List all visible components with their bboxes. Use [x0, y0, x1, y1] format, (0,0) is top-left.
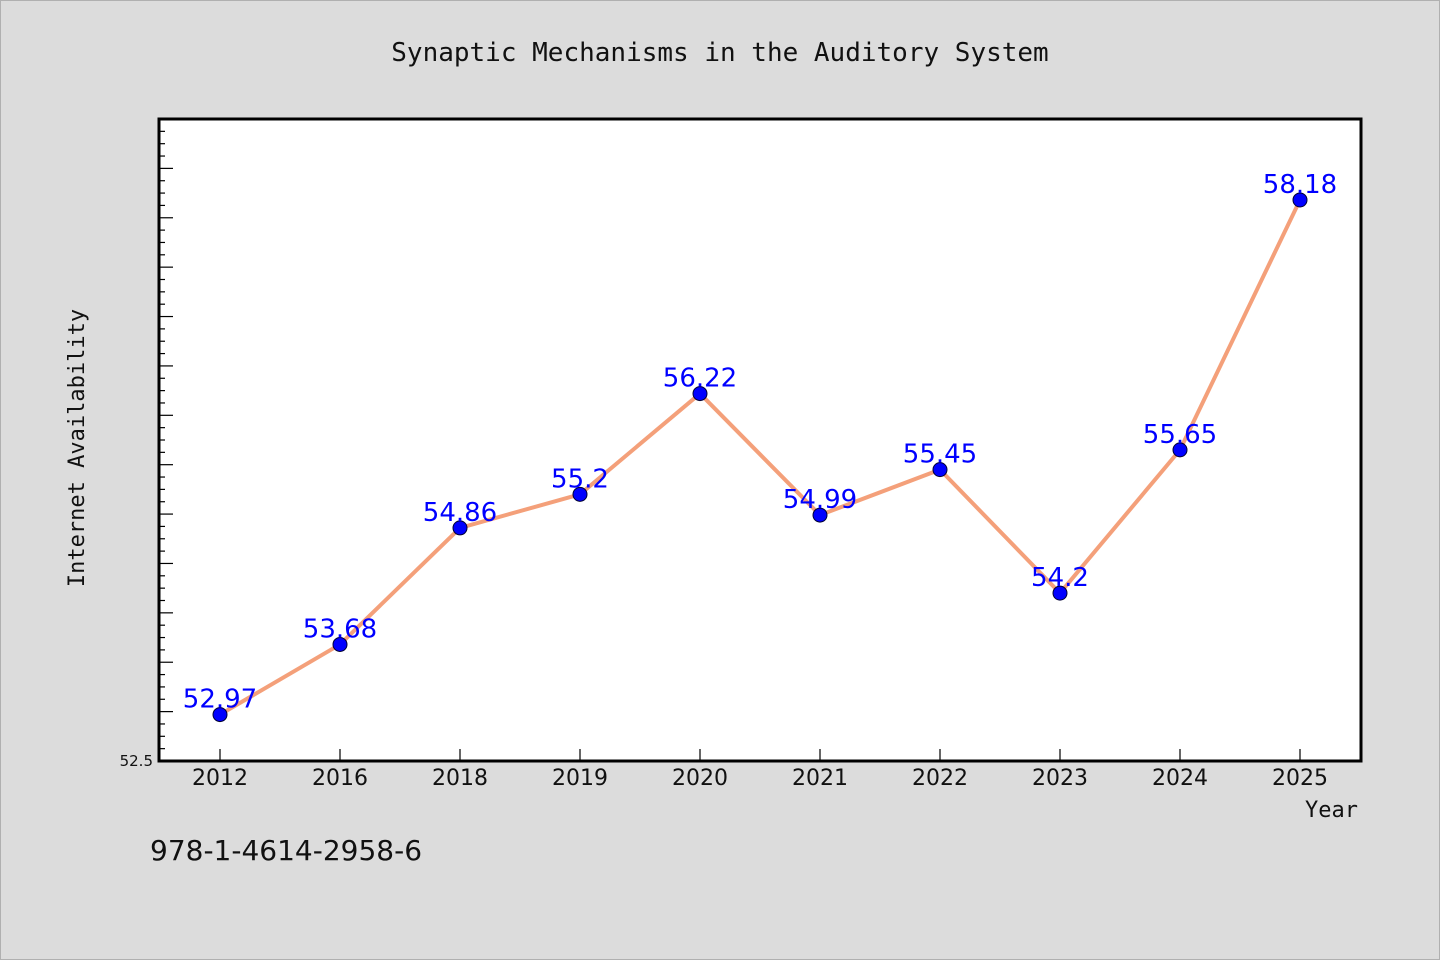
- data-label: 56.22: [663, 364, 737, 394]
- x-tick-label: 2012: [192, 766, 248, 791]
- x-tick-label: 2025: [1272, 766, 1328, 791]
- data-label: 52.97: [183, 685, 257, 715]
- data-point: [332, 636, 348, 652]
- x-tick-label: 2020: [672, 766, 728, 791]
- data-label: 54.2: [1031, 563, 1089, 593]
- y-axis-ticks: 52.5: [120, 118, 173, 770]
- x-tick-label: 2021: [792, 766, 848, 791]
- x-tick-label: 2019: [552, 766, 608, 791]
- x-tick-label: 2022: [912, 766, 968, 791]
- x-axis-ticks: 2012 2016 2018 2019 2020 2021 2022 2023 2024 2025: [192, 749, 1328, 791]
- x-tick-label: 2023: [1032, 766, 1088, 791]
- data-label: 58.18: [1263, 170, 1337, 200]
- data-labels: 52.97 53.68 54.86 55.2 56.22 54.99 55.45 54.2 55…: [183, 170, 1337, 715]
- chart-title: Synaptic Mechanisms in the Auditory Syst…: [391, 38, 1048, 68]
- data-point: [932, 462, 948, 478]
- x-axis-label: Year: [1305, 798, 1358, 823]
- data-label: 55.2: [551, 464, 609, 494]
- x-tick-label: 2024: [1152, 766, 1208, 791]
- data-point: [1052, 585, 1068, 601]
- y-tick-label: 52.5: [120, 752, 153, 770]
- isbn-footnote: 978-1-4614-2958-6: [150, 834, 423, 867]
- data-point: [452, 520, 468, 536]
- plot-area: [157, 117, 1363, 763]
- data-label: 55.45: [903, 440, 977, 470]
- data-point: [812, 507, 828, 523]
- data-point: [572, 486, 588, 502]
- data-point: [212, 707, 228, 723]
- data-point: [692, 386, 708, 402]
- data-label: 54.86: [423, 498, 497, 528]
- series-line-group: [218, 199, 1302, 717]
- data-label: 55.65: [1143, 420, 1217, 450]
- y-axis-label: Internet Availability: [65, 309, 90, 587]
- data-label: 53.68: [303, 614, 377, 644]
- series-line: [218, 199, 1302, 717]
- data-point: [1292, 192, 1308, 208]
- data-point: [1172, 442, 1188, 458]
- data-markers: [212, 192, 1308, 723]
- x-tick-label: 2018: [432, 766, 488, 791]
- x-tick-label: 2016: [312, 766, 368, 791]
- data-label: 54.99: [783, 485, 857, 515]
